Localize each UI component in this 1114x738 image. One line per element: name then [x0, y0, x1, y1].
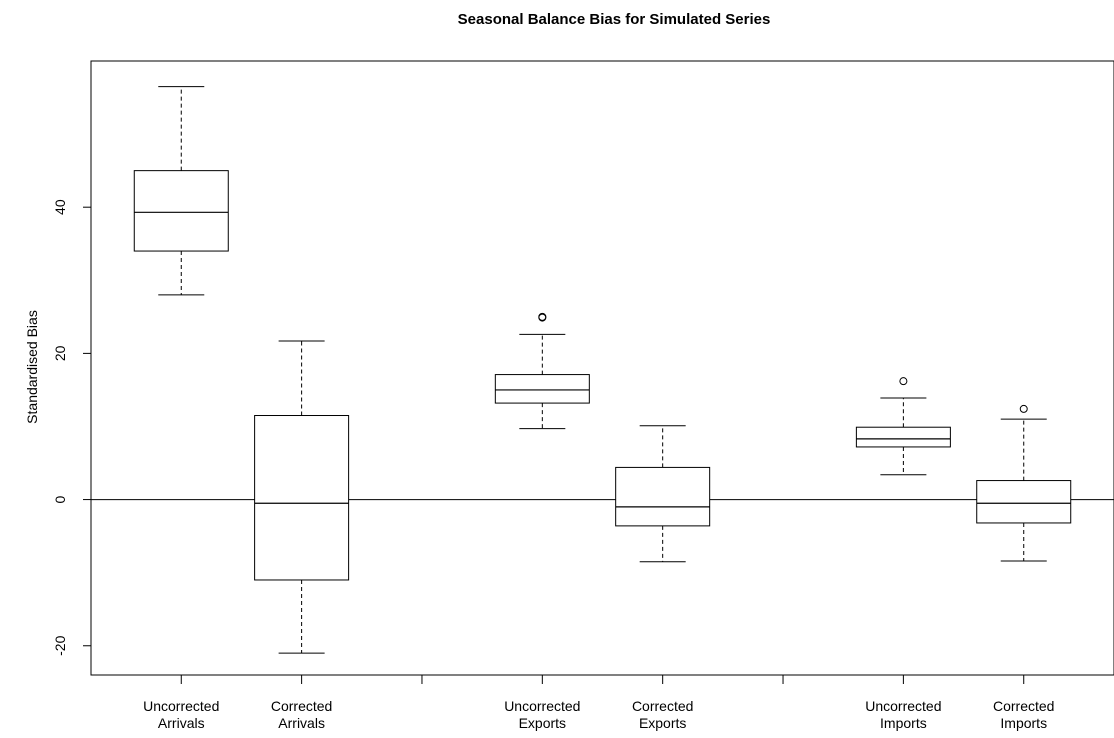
interquartile-box: [855, 426, 951, 448]
x-category-label: Corrected Imports: [993, 698, 1054, 731]
interquartile-box: [615, 466, 711, 527]
plot-frame: [90, 60, 1114, 676]
box-6: [976, 404, 1072, 562]
x-category-label: Uncorrected Imports: [865, 698, 941, 731]
x-axis: Uncorrected Arrivals Corrected Arrivals Unco…: [143, 675, 1054, 731]
box-4: [615, 425, 711, 563]
outlier-point: [1019, 404, 1028, 413]
box-5: [855, 377, 951, 476]
interquartile-box: [494, 374, 590, 404]
x-category-label: Corrected Exports: [632, 698, 693, 731]
outlier-point: [538, 313, 547, 322]
x-category-label: Corrected Arrivals: [271, 698, 332, 731]
y-axis: -20 0 20 40: [52, 199, 91, 656]
x-category-label: Uncorrected Exports: [504, 698, 580, 731]
interquartile-box: [133, 170, 229, 252]
box-3: [494, 312, 590, 430]
box-2: [254, 340, 350, 654]
x-category-label: Uncorrected Arrivals: [143, 698, 219, 731]
chart-marks: [91, 86, 1114, 654]
outlier-point: [899, 377, 908, 386]
y-tick-label: 40: [52, 199, 68, 215]
interquartile-box: [976, 480, 1072, 524]
y-tick-label: 0: [52, 495, 68, 503]
y-axis-label: Standardised Bias: [24, 310, 40, 424]
y-tick-label: 20: [52, 345, 68, 361]
interquartile-box: [254, 415, 350, 581]
chart-title: Seasonal Balance Bias for Simulated Seri…: [458, 11, 771, 28]
y-tick-label: -20: [52, 635, 68, 655]
box-1: [133, 86, 229, 296]
